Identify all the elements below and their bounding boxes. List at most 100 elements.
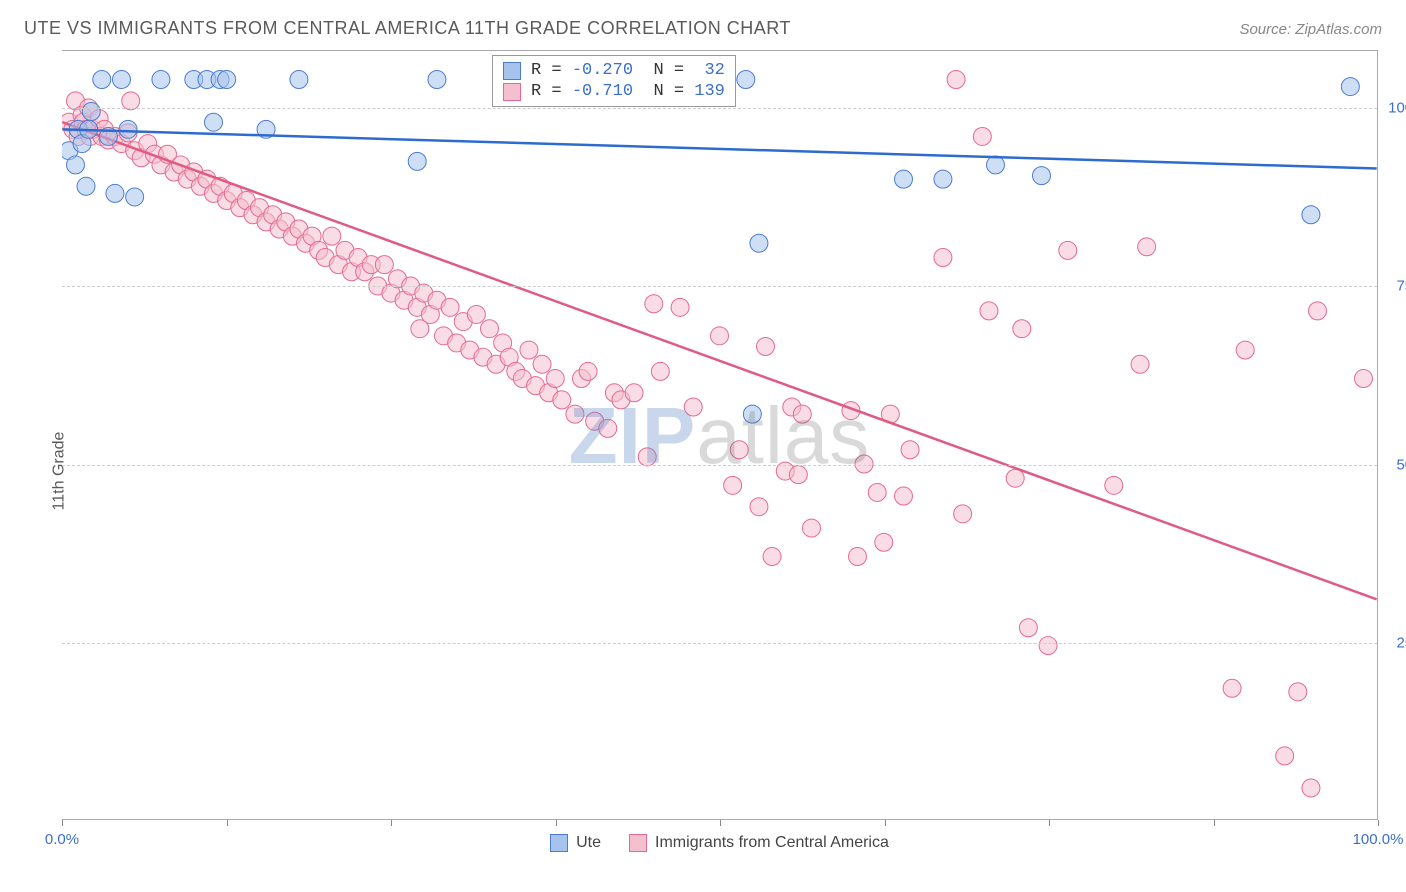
pink-point: [1105, 476, 1123, 494]
pink-point: [793, 405, 811, 423]
y-tick-label: 25.0%: [1396, 634, 1406, 651]
pink-point: [645, 295, 663, 313]
pink-point: [934, 249, 952, 267]
legend-swatch: [503, 83, 521, 101]
pink-point: [481, 320, 499, 338]
plot-area: ZIPatlas R = -0.270 N = 32R = -0.710 N =…: [62, 50, 1378, 820]
x-tick-mark: [227, 820, 228, 826]
blue-point: [1033, 167, 1051, 185]
pink-point: [763, 548, 781, 566]
x-tick-mark: [720, 820, 721, 826]
pink-point: [803, 519, 821, 537]
legend-swatch: [629, 834, 647, 852]
stats-legend-text: R = -0.270 N = 32: [531, 61, 725, 80]
blue-point: [77, 177, 95, 195]
blue-point: [205, 113, 223, 131]
pink-point: [671, 298, 689, 316]
pink-points-group: [62, 70, 1372, 796]
pink-point: [973, 127, 991, 145]
stats-legend-row: R = -0.710 N = 139: [503, 82, 725, 101]
x-tick-mark: [885, 820, 886, 826]
y-tick-label: 100.0%: [1388, 100, 1406, 117]
pink-point: [1059, 241, 1077, 259]
blue-point: [408, 152, 426, 170]
pink-point: [1006, 469, 1024, 487]
pink-point: [553, 391, 571, 409]
pink-point: [625, 384, 643, 402]
pink-point: [750, 498, 768, 516]
legend-item: Ute: [550, 834, 601, 852]
blue-point: [750, 234, 768, 252]
x-tick-mark: [391, 820, 392, 826]
legend-item: Immigrants from Central America: [629, 834, 889, 852]
pink-point: [566, 405, 584, 423]
pink-point: [1019, 619, 1037, 637]
legend-label: Ute: [576, 834, 601, 852]
x-tick-label: 0.0%: [45, 831, 79, 848]
pink-point: [599, 419, 617, 437]
blue-point: [987, 156, 1005, 174]
x-tick-mark: [1214, 820, 1215, 826]
x-tick-mark: [1049, 820, 1050, 826]
pink-point: [901, 441, 919, 459]
pink-point: [1289, 683, 1307, 701]
blue-point: [218, 70, 236, 88]
gridline-h: [62, 286, 1377, 287]
pink-point: [533, 355, 551, 373]
pink-point: [1039, 637, 1057, 655]
pink-point: [1355, 370, 1373, 388]
pink-point: [895, 487, 913, 505]
chart-container: 11th Grade ZIPatlas R = -0.270 N = 32R =…: [20, 50, 1386, 892]
pink-point: [441, 298, 459, 316]
pink-point: [651, 362, 669, 380]
pink-point: [1223, 679, 1241, 697]
legend-swatch: [503, 62, 521, 80]
stats-legend-row: R = -0.270 N = 32: [503, 61, 725, 80]
pink-point: [849, 548, 867, 566]
x-tick-label: 100.0%: [1353, 831, 1404, 848]
x-tick-mark: [556, 820, 557, 826]
pink-point: [789, 466, 807, 484]
stats-legend-text: R = -0.710 N = 139: [531, 82, 725, 101]
pink-point: [579, 362, 597, 380]
blue-points-group: [62, 70, 1359, 423]
pink-point: [711, 327, 729, 345]
pink-trend-line: [62, 122, 1376, 599]
pink-point: [730, 441, 748, 459]
blue-point: [428, 70, 446, 88]
legend-swatch: [550, 834, 568, 852]
blue-point: [290, 70, 308, 88]
pink-point: [724, 476, 742, 494]
blue-point: [93, 70, 111, 88]
chart-title: UTE VS IMMIGRANTS FROM CENTRAL AMERICA 1…: [24, 18, 791, 39]
blue-point: [106, 184, 124, 202]
gridline-h: [62, 465, 1377, 466]
blue-point: [737, 70, 755, 88]
blue-point: [934, 170, 952, 188]
blue-point: [126, 188, 144, 206]
pink-point: [684, 398, 702, 416]
pink-point: [1236, 341, 1254, 359]
blue-point: [895, 170, 913, 188]
pink-point: [868, 483, 886, 501]
pink-point: [875, 533, 893, 551]
blue-point: [82, 103, 100, 121]
pink-point: [757, 338, 775, 356]
pink-point: [638, 448, 656, 466]
blue-point: [1302, 206, 1320, 224]
pink-point: [375, 256, 393, 274]
source-label: Source: ZipAtlas.com: [1239, 21, 1382, 38]
pink-point: [467, 305, 485, 323]
pink-point: [947, 70, 965, 88]
blue-trend-line: [62, 129, 1376, 168]
pink-point: [1309, 302, 1327, 320]
blue-point: [1341, 78, 1359, 96]
series-legend: Ute Immigrants from Central America: [62, 834, 1377, 852]
gridline-h: [62, 643, 1377, 644]
y-tick-label: 75.0%: [1396, 278, 1406, 295]
pink-point: [1276, 747, 1294, 765]
blue-point: [152, 70, 170, 88]
gridline-h: [62, 108, 1377, 109]
pink-point: [954, 505, 972, 523]
pink-point: [323, 227, 341, 245]
